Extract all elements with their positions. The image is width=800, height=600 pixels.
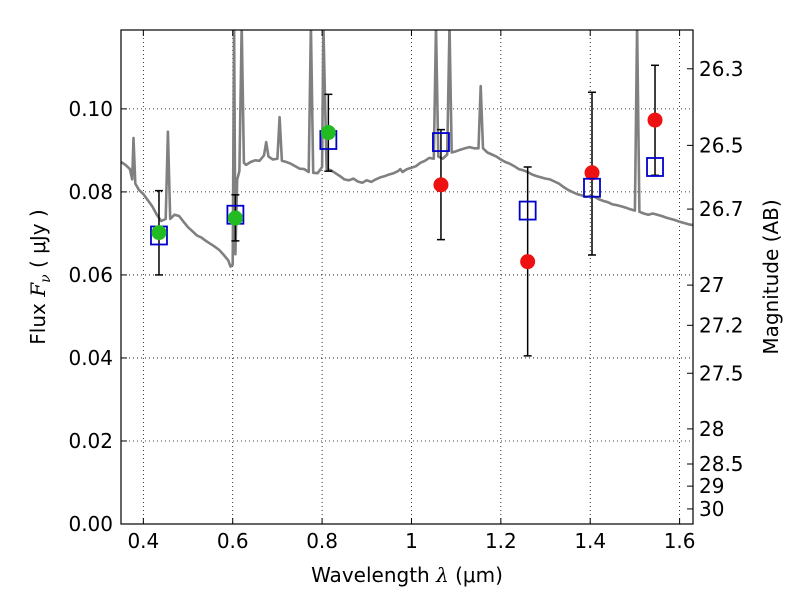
x-tick-label: 0.4 bbox=[127, 529, 159, 553]
observed-red-point bbox=[433, 177, 449, 193]
model-point-square bbox=[518, 200, 537, 221]
x-tick-label: 0.8 bbox=[306, 529, 338, 553]
mag-tick-label: 26.5 bbox=[699, 133, 744, 157]
y-tick-label: 0.06 bbox=[68, 263, 113, 287]
y-tick-label: 0.02 bbox=[68, 429, 113, 453]
x-tick-label: 1.6 bbox=[664, 529, 696, 553]
observed-green-point bbox=[320, 125, 336, 141]
y2-axis-label: Magnitude (AB) bbox=[759, 199, 783, 354]
y-tick-label: 0.00 bbox=[68, 512, 113, 536]
axis-ticks: 0.4 0.6 0.8 1 1.2 1.4 1.6 0.00 0.02 0.04 0.06 0.08 0… bbox=[68, 30, 744, 553]
mag-tick-label: 26.7 bbox=[699, 197, 744, 221]
mag-tick-label: 26.3 bbox=[699, 57, 744, 81]
y-tick-label: 0.08 bbox=[68, 180, 113, 204]
observed-green-layer bbox=[151, 125, 336, 241]
errorbar-layer bbox=[154, 64, 660, 357]
observed-red-point bbox=[647, 112, 663, 128]
mag-tick-label: 28.5 bbox=[699, 452, 744, 476]
model-points-layer bbox=[150, 130, 664, 246]
y-tick-label: 0.04 bbox=[68, 346, 113, 370]
plot-frame bbox=[120, 29, 694, 525]
observed-red-layer bbox=[433, 112, 663, 270]
mag-tick-label: 30 bbox=[699, 497, 724, 521]
observed-green-point bbox=[227, 210, 243, 226]
mag-tick-label: 29 bbox=[699, 474, 724, 498]
y-axis-label: Flux Fν ( μJy ) bbox=[26, 209, 54, 344]
x-tick-label: 1.4 bbox=[574, 529, 606, 553]
observed-red-point bbox=[584, 165, 600, 181]
x-tick-label: 1 bbox=[405, 529, 418, 553]
mag-tick-label: 28 bbox=[699, 417, 724, 441]
mag-tick-label: 27.2 bbox=[699, 313, 744, 337]
grid-lines bbox=[121, 30, 693, 525]
observed-red-point bbox=[520, 254, 536, 270]
x-tick-label: 0.6 bbox=[217, 529, 249, 553]
model-spectrum-layer bbox=[121, 30, 693, 268]
y-tick-label: 0.10 bbox=[68, 97, 113, 121]
model-point-square bbox=[583, 177, 601, 198]
mag-tick-label: 27.5 bbox=[699, 361, 744, 385]
model-spectrum-line bbox=[121, 30, 693, 268]
model-point-square bbox=[432, 132, 450, 152]
model-point-square bbox=[646, 157, 664, 177]
x-tick-label: 1.2 bbox=[485, 529, 517, 553]
mag-tick-label: 27 bbox=[699, 273, 724, 297]
x-axis-label: Wavelength λ (μm) bbox=[311, 563, 503, 587]
observed-green-point bbox=[151, 225, 167, 241]
